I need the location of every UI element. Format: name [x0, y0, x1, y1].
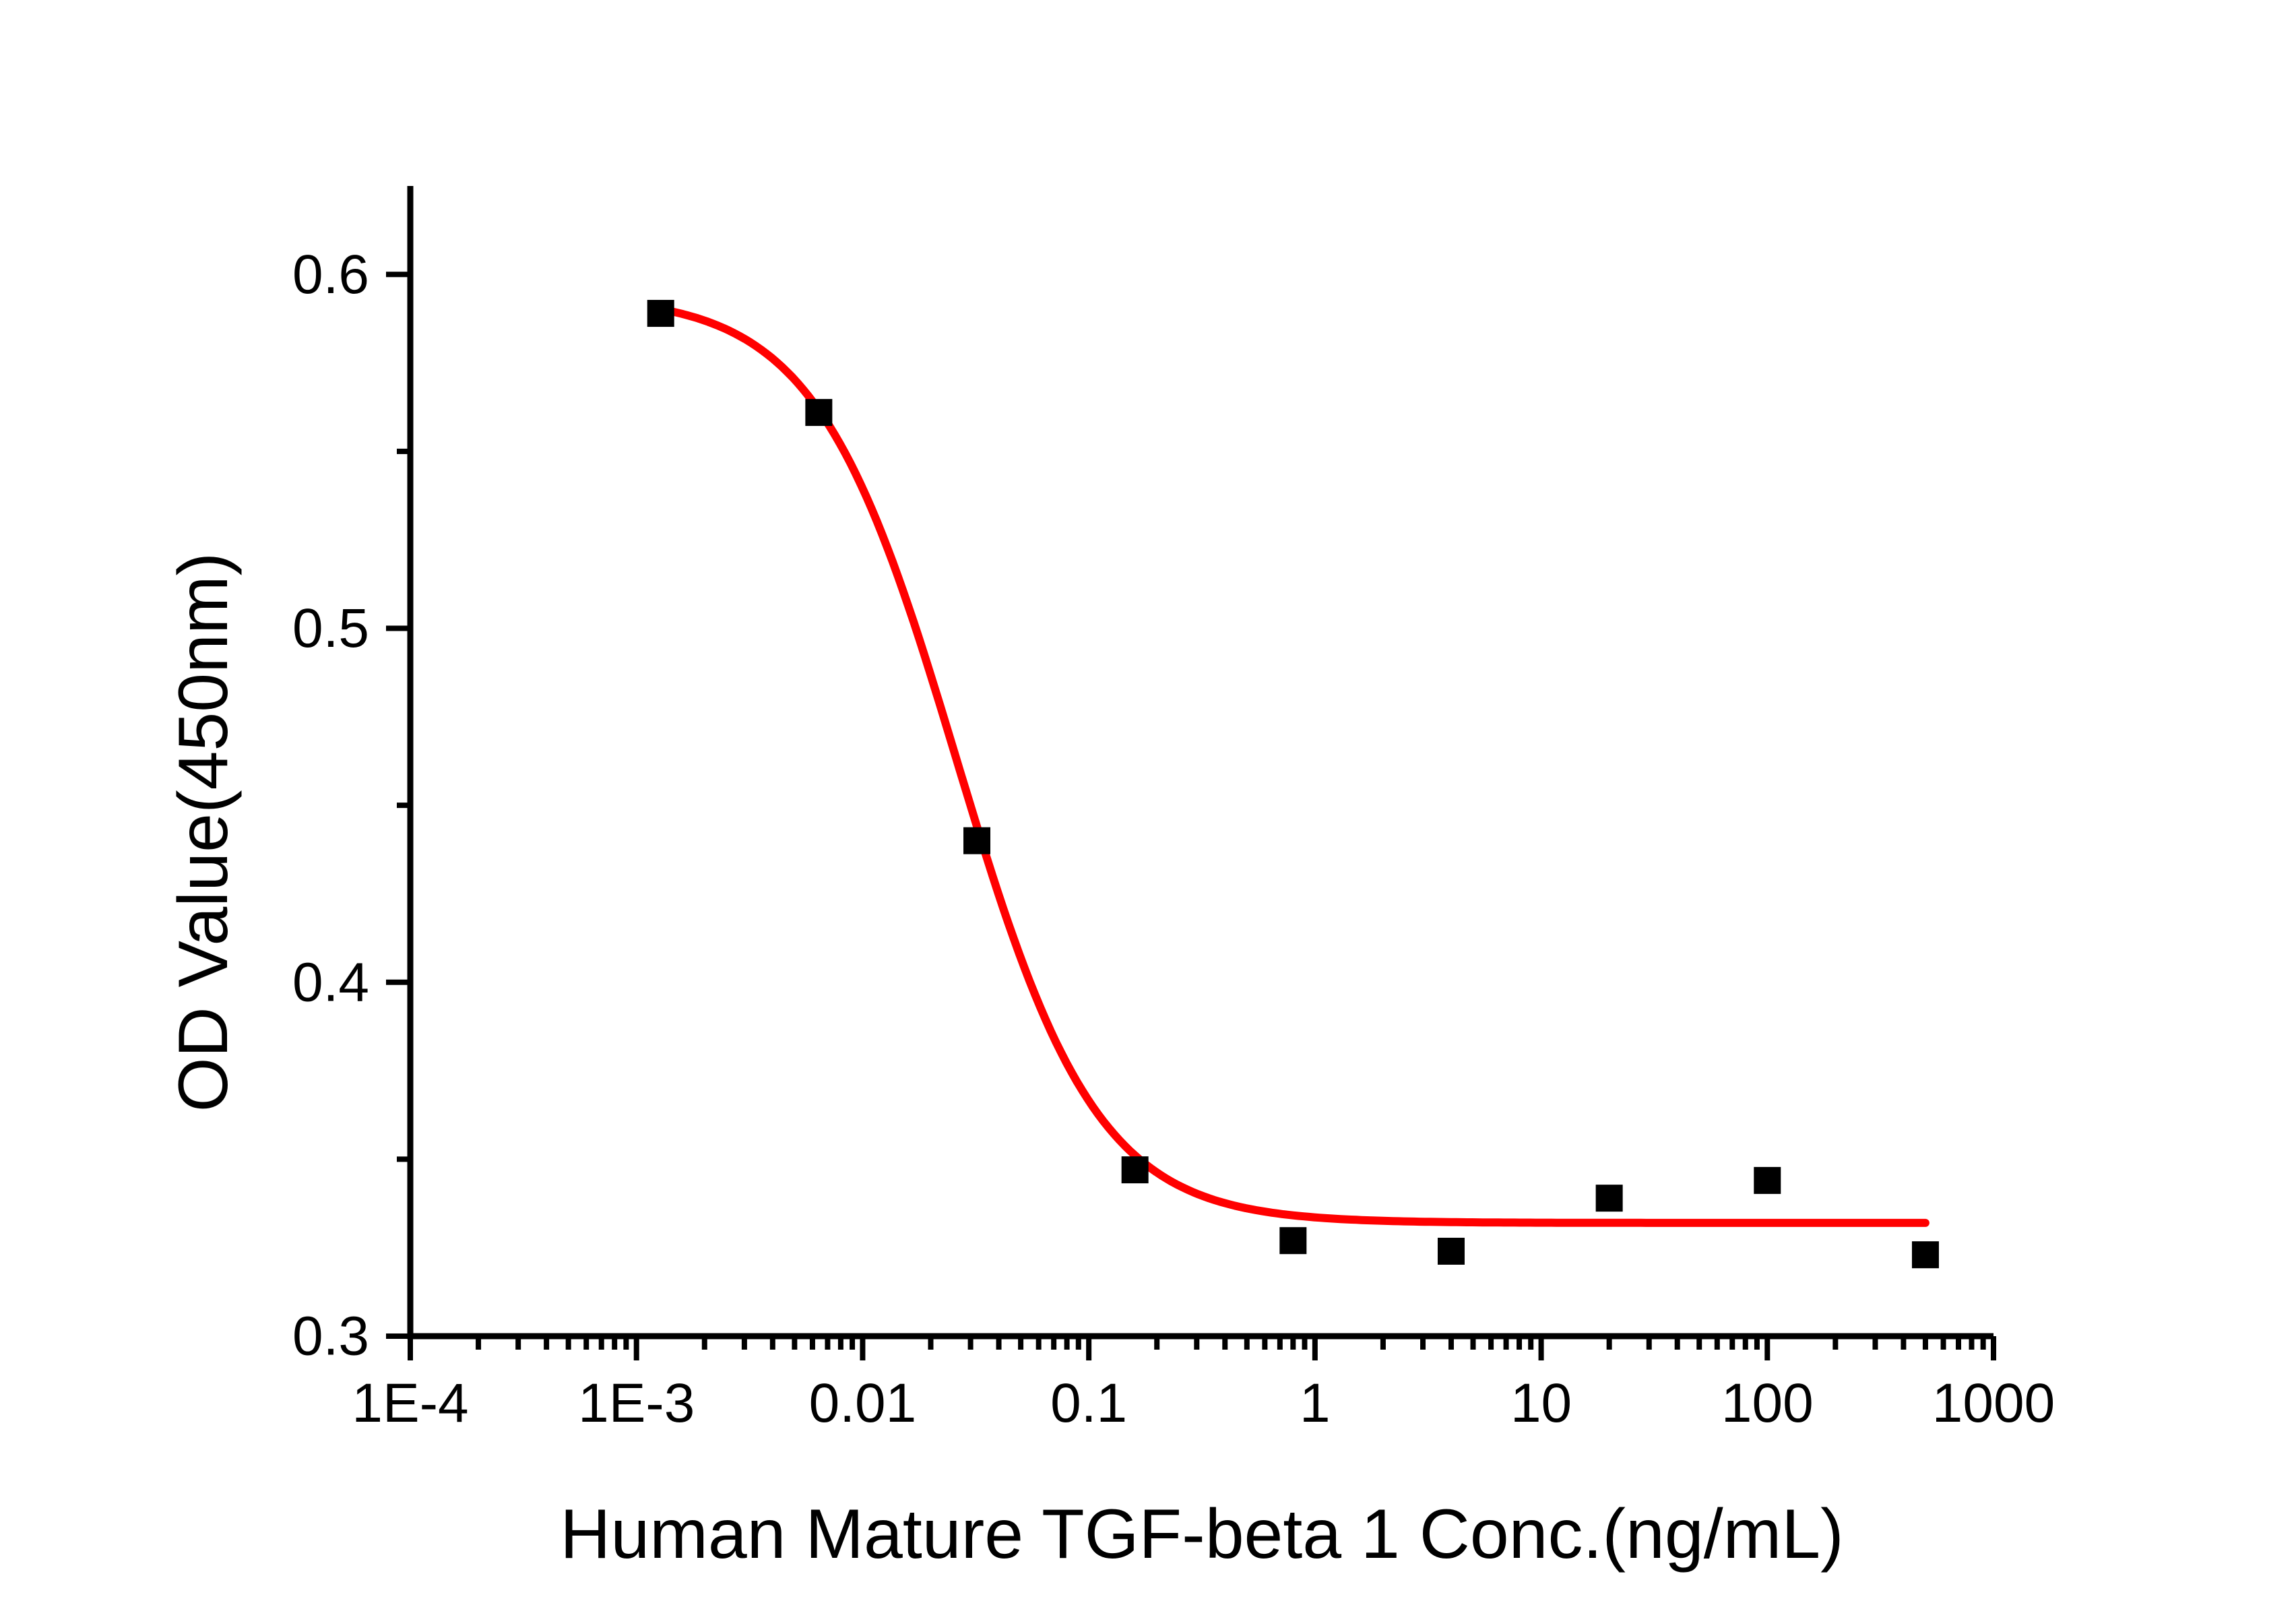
plot-area: 0.3 0.4 0.5 0.6 1E-4 1E-3 0.01 0.1 1 10 100 1000 — [292, 186, 2055, 1434]
x-tick-label: 0.01 — [809, 1373, 917, 1434]
y-axis-title: OD Value(450nm) — [164, 553, 243, 1112]
data-point-marker — [1911, 1241, 1939, 1269]
y-tick-label: 0.6 — [292, 244, 369, 305]
y-tick-label: 0.5 — [292, 598, 369, 659]
data-point-marker — [1754, 1166, 1781, 1194]
data-point-marker — [1437, 1237, 1465, 1265]
x-tick-label: 100 — [1721, 1373, 1814, 1434]
data-point-marker — [805, 399, 833, 427]
x-tick-label: 1 — [1300, 1373, 1331, 1434]
y-tick-label: 0.3 — [292, 1306, 369, 1367]
x-tick-label: 1E-4 — [352, 1373, 468, 1434]
data-point-marker — [1279, 1227, 1307, 1255]
x-tick-label: 1E-3 — [578, 1373, 695, 1434]
data-point-marker — [647, 300, 674, 327]
fit-curve — [656, 305, 1930, 1227]
x-axis-title: Human Mature TGF-beta 1 Conc.(ng/mL) — [560, 1495, 1843, 1573]
data-point-marker — [1121, 1156, 1149, 1184]
x-tick-label: 1000 — [1932, 1373, 2055, 1434]
x-tick-label: 10 — [1510, 1373, 1572, 1434]
y-tick-label: 0.4 — [292, 951, 369, 1013]
data-point-marker — [1595, 1185, 1623, 1212]
x-tick-label: 0.1 — [1050, 1373, 1127, 1434]
data-point-marker — [963, 827, 991, 854]
